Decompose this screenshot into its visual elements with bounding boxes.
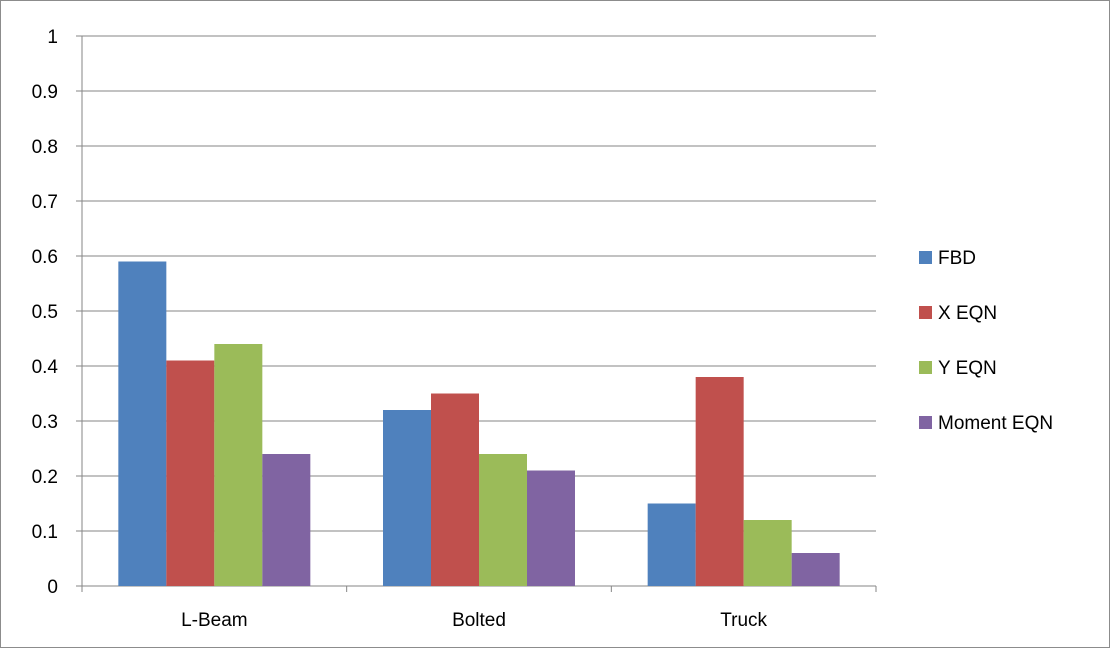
y-tick-label: 0.8 bbox=[32, 137, 58, 158]
legend-label: Moment EQN bbox=[938, 413, 1053, 434]
y-tick-label: 0.6 bbox=[32, 247, 58, 268]
legend-label: X EQN bbox=[938, 303, 997, 324]
legend-swatch bbox=[919, 251, 932, 264]
x-tick-label: Truck bbox=[720, 610, 767, 631]
y-tick-label: 0.3 bbox=[32, 412, 58, 433]
bar bbox=[791, 553, 840, 586]
y-tick-label: 1 bbox=[47, 27, 58, 48]
y-tick-label: 0.7 bbox=[32, 192, 58, 213]
bar bbox=[262, 454, 311, 586]
legend-swatch bbox=[919, 306, 932, 319]
y-tick-label: 0.4 bbox=[32, 357, 59, 378]
legend-label: Y EQN bbox=[938, 358, 997, 379]
bar bbox=[743, 520, 792, 586]
x-tick-label: Bolted bbox=[452, 610, 506, 631]
bar bbox=[166, 360, 215, 586]
bar bbox=[214, 344, 263, 586]
y-tick-label: 0.9 bbox=[32, 82, 58, 103]
y-tick-label: 0.5 bbox=[32, 302, 58, 323]
bar bbox=[695, 377, 744, 586]
bar bbox=[527, 470, 575, 586]
bar bbox=[647, 503, 696, 586]
bar bbox=[118, 261, 167, 586]
legend-swatch bbox=[919, 416, 932, 429]
legend-swatch bbox=[919, 361, 932, 374]
y-tick-label: 0.1 bbox=[32, 522, 58, 543]
y-tick-label: 0.2 bbox=[32, 467, 58, 488]
bar bbox=[383, 410, 431, 586]
legend-label: FBD bbox=[938, 248, 976, 269]
y-tick-label: 0 bbox=[47, 577, 58, 598]
bar bbox=[431, 393, 479, 586]
x-tick-label: L-Beam bbox=[181, 610, 248, 631]
bar bbox=[479, 454, 527, 586]
